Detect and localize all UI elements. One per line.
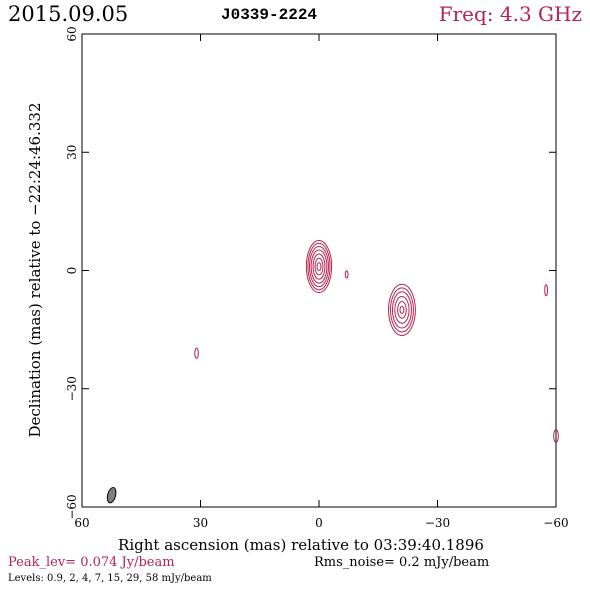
x-tick-label: −60 xyxy=(543,516,568,530)
x-tick-label: −30 xyxy=(425,516,450,530)
y-axis-label: Declination (mas) relative to −22:24:46.… xyxy=(26,102,44,437)
contour-1-level-5 xyxy=(399,305,405,314)
y-tick-label: −30 xyxy=(65,376,79,401)
x-axis-label: Right ascension (mas) relative to 03:39:… xyxy=(118,536,484,554)
contour-1-level-3 xyxy=(394,296,410,324)
contour-4-level-0 xyxy=(544,284,549,297)
contour-0-level-4 xyxy=(312,253,326,280)
peak-level: Peak_lev= 0.074 Jy/beam xyxy=(8,555,175,570)
contour-1-level-0 xyxy=(388,283,416,337)
contour-0-level-3 xyxy=(310,249,328,284)
x-tick-label: 60 xyxy=(74,516,89,530)
beam-ellipse xyxy=(106,486,117,504)
contour-0-level-6 xyxy=(316,262,322,271)
contour-1-level-4 xyxy=(397,301,407,319)
epoch-date: 2015.09.05 xyxy=(8,2,129,26)
contour-3-level-0 xyxy=(194,347,199,359)
contour-5-level-0 xyxy=(553,429,559,443)
y-tick-label: 0 xyxy=(65,267,79,275)
contour-0-level-2 xyxy=(309,245,329,288)
contour-0-level-1 xyxy=(307,242,331,291)
contour-1-level-1 xyxy=(389,287,414,333)
source-name: J0339-2224 xyxy=(221,6,318,24)
rms-noise: Rms_noise= 0.2 mJy/beam xyxy=(314,555,490,570)
frequency-label: Freq: 4.3 GHz xyxy=(438,2,582,26)
contour-0-level-0 xyxy=(305,240,333,294)
contour-0-level-5 xyxy=(314,257,324,276)
x-tick-label: 30 xyxy=(193,516,208,530)
contour-2-level-0 xyxy=(344,270,349,279)
contour-1-level-2 xyxy=(391,291,412,329)
y-tick-label: −60 xyxy=(65,494,79,519)
y-tick-label: 60 xyxy=(65,26,79,41)
x-tick-label: 0 xyxy=(315,516,323,530)
y-tick-label: 30 xyxy=(65,145,79,160)
contour-levels: Levels: 0.9, 2, 4, 7, 15, 29, 58 mJy/bea… xyxy=(8,573,212,584)
